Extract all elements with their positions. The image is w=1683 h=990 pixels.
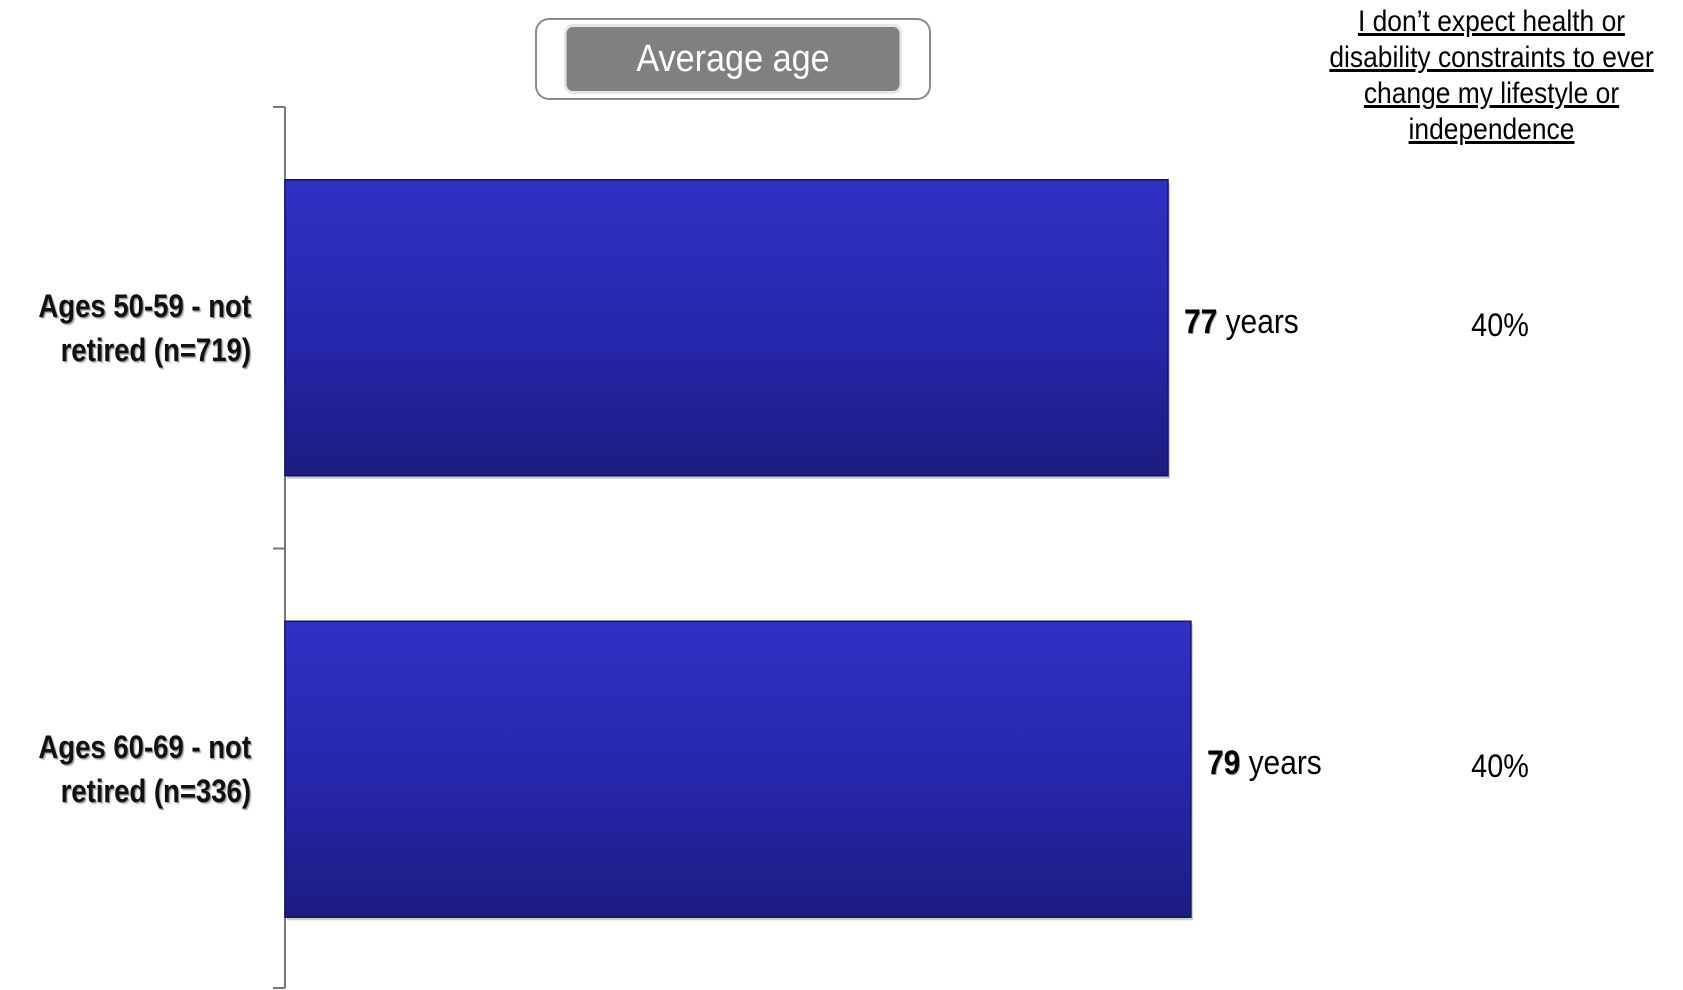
category-label-1: Ages 50-59 - not retired (n=719) <box>38 287 252 368</box>
bar-2 <box>284 620 1192 918</box>
value-unit: years <box>1217 302 1299 341</box>
value-label-1: 77 years <box>1184 303 1299 342</box>
side-column-value-2: 40% <box>1471 748 1529 785</box>
bar-1 <box>284 179 1169 477</box>
value-unit: years <box>1240 744 1322 783</box>
chart-title: Average age <box>563 24 903 94</box>
category-label-2: Ages 60-69 - not retired (n=336) <box>38 729 252 810</box>
bars <box>284 179 1193 921</box>
value-number: 79 <box>1206 744 1241 783</box>
value-label-2: 79 years <box>1207 744 1322 783</box>
side-column-header: I don’t expect health or disability cons… <box>1329 5 1654 146</box>
category-axis <box>273 106 286 989</box>
side-column-value-1: 40% <box>1471 306 1529 343</box>
chart-title-badge: Average age <box>535 18 931 100</box>
value-number: 77 <box>1184 302 1218 341</box>
